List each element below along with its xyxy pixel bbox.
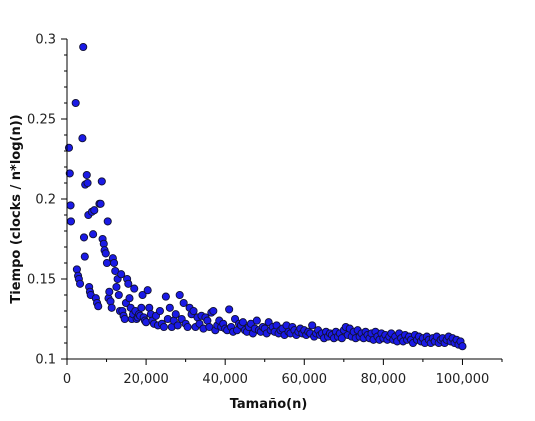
x-axis-ticks: 0 20,000 40,000 60,000 80,000 100,000 xyxy=(63,359,502,387)
x-tick-label: 80,000 xyxy=(361,372,407,387)
data-point xyxy=(80,234,87,241)
data-point xyxy=(90,231,97,238)
data-point xyxy=(176,291,183,298)
data-point xyxy=(104,218,111,225)
data-point xyxy=(118,271,125,278)
data-point xyxy=(125,280,132,287)
data-point xyxy=(103,259,110,266)
data-point xyxy=(80,43,87,50)
data-point xyxy=(67,218,74,225)
data-point xyxy=(190,307,197,314)
data-point xyxy=(126,295,133,302)
y-tick-label: 0.1 xyxy=(35,353,56,368)
y-axis-ticks: 0.1 0.15 0.2 0.25 0.3 xyxy=(27,33,67,368)
x-tick-label: 20,000 xyxy=(123,372,169,387)
data-point xyxy=(84,179,91,186)
data-point xyxy=(95,303,102,310)
data-point xyxy=(106,288,113,295)
data-point xyxy=(102,250,109,257)
data-point xyxy=(76,280,83,287)
data-point xyxy=(166,304,173,311)
y-axis-title: Tiempo (clocks / n*log(n)) xyxy=(9,114,24,303)
data-point xyxy=(172,311,179,318)
y-tick-label: 0.15 xyxy=(27,273,56,288)
data-point xyxy=(156,307,163,314)
data-point xyxy=(253,317,260,324)
data-point xyxy=(110,259,117,266)
data-point xyxy=(144,287,151,294)
data-point xyxy=(309,322,316,329)
x-tick-label: 0 xyxy=(63,372,71,387)
data-point xyxy=(108,304,115,311)
data-point xyxy=(210,307,217,314)
data-point xyxy=(174,322,181,329)
y-tick-label: 0.25 xyxy=(27,113,56,128)
x-tick-label: 40,000 xyxy=(202,372,248,387)
data-point xyxy=(79,135,86,142)
data-point xyxy=(226,306,233,313)
x-tick-label: 100,000 xyxy=(436,372,490,387)
data-point xyxy=(67,202,74,209)
data-point xyxy=(138,304,145,311)
y-tick-label: 0.2 xyxy=(35,193,56,208)
data-point xyxy=(115,291,122,298)
data-point xyxy=(131,285,138,292)
data-point xyxy=(239,319,246,326)
data-point xyxy=(107,298,114,305)
data-point xyxy=(65,144,72,151)
data-point xyxy=(121,315,128,322)
data-point xyxy=(72,99,79,106)
data-point xyxy=(97,200,104,207)
data-point xyxy=(81,253,88,260)
x-tick-label: 60,000 xyxy=(282,372,328,387)
data-point xyxy=(160,323,167,330)
data-point xyxy=(83,171,90,178)
data-point xyxy=(73,266,80,273)
x-axis-title: Tamaño(n) xyxy=(230,397,308,412)
data-point xyxy=(91,207,98,214)
data-points xyxy=(65,43,466,349)
y-tick-label: 0.3 xyxy=(35,33,56,48)
data-point xyxy=(162,293,169,300)
data-point xyxy=(184,323,191,330)
data-point xyxy=(459,343,466,350)
data-point xyxy=(98,178,105,185)
data-point xyxy=(180,299,187,306)
data-point xyxy=(113,283,120,290)
